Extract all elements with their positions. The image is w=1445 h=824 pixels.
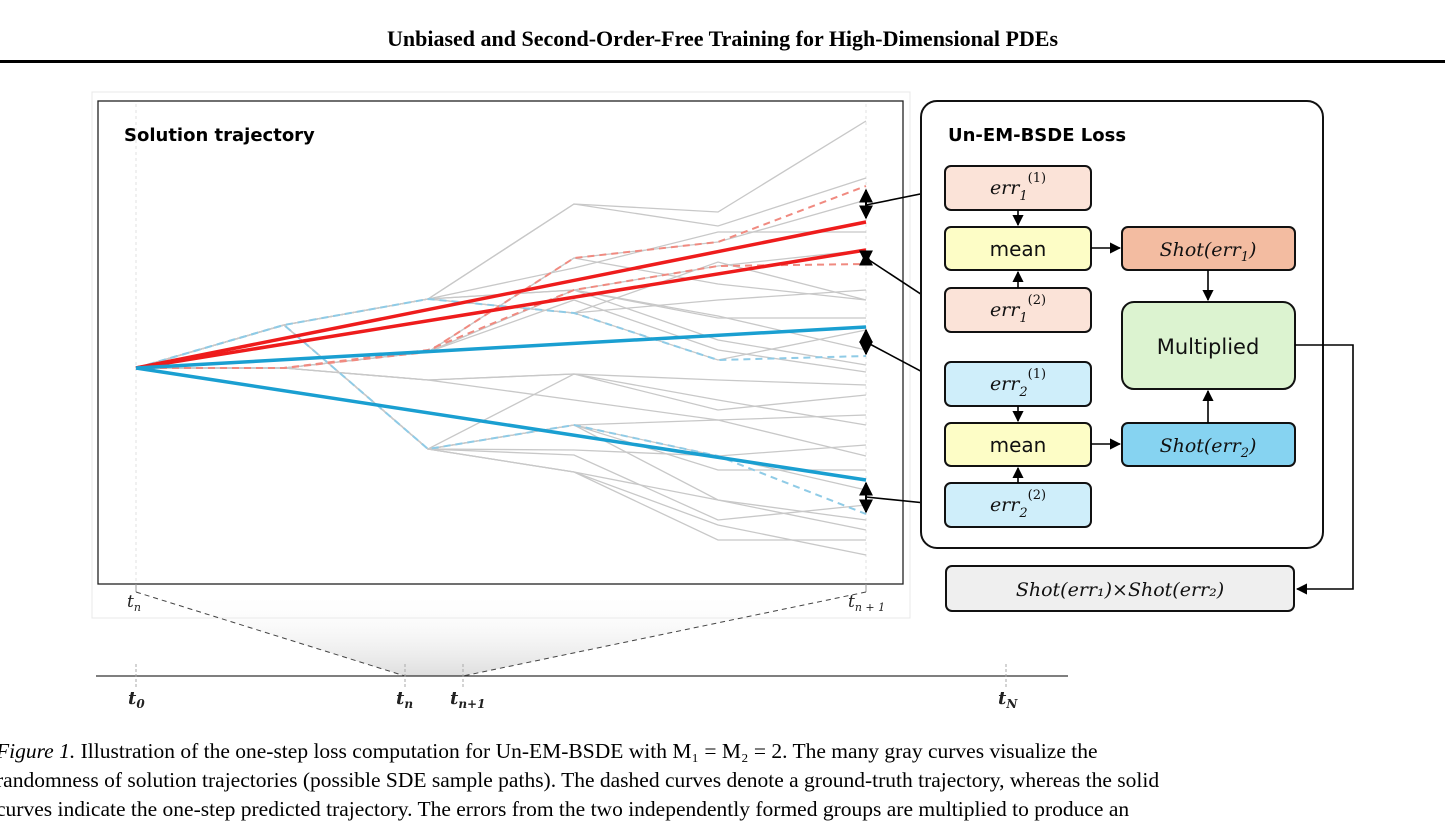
caption-line-2: randomness of solution trajectories (pos…	[0, 768, 1160, 792]
solid-blue-prediction-1	[135, 325, 867, 370]
shot-err1-label: Shot(err1)	[1160, 239, 1257, 265]
timeline-label-tn: tn	[396, 688, 413, 711]
left-panel-frame	[97, 100, 904, 585]
timeline-ticks	[135, 664, 1007, 688]
solid-blue-prediction-2	[135, 366, 867, 482]
mean-2-label: mean	[990, 433, 1047, 457]
flow-arrows	[1012, 210, 1354, 595]
tick-tn-label: tn	[127, 592, 141, 614]
timeline-label-t0: t0	[128, 688, 145, 711]
page-header-title: Unbiased and Second-Order-Free Training …	[386, 26, 1059, 51]
left-panel-title: Solution trajectory	[124, 125, 315, 146]
dashed-ground-truth-paths	[135, 185, 867, 515]
dashed-blue-path-1	[135, 297, 867, 369]
caption-line-3: curves indicate the one-step predicted t…	[0, 797, 1130, 821]
header-rule	[0, 60, 1445, 63]
product-label: Shot(err₁)×Shot(err₂)	[1016, 579, 1224, 601]
zoom-line-left	[135, 591, 406, 677]
solid-red-prediction-2	[135, 248, 867, 370]
arrow-multiplied-to-product	[1295, 344, 1354, 595]
caption-line-1-text: Illustration of the one-step loss comput…	[75, 739, 1098, 763]
product-box	[945, 565, 1295, 612]
shot-err2-label: Shot(err2)	[1160, 435, 1257, 461]
mean-1-label: mean	[990, 237, 1047, 261]
timeline-label-tn1: tn+1	[450, 688, 485, 711]
err1-1-label: err1(1)	[990, 171, 1046, 204]
figure-caption: Figure 1. Illustration of the one-step l…	[0, 737, 1445, 824]
multiplied-label: Multiplied	[1157, 335, 1260, 359]
caption-line-1: Figure 1. Illustration of the one-step l…	[0, 737, 1445, 766]
tick-tn1-label: tn + 1	[848, 592, 885, 614]
dashed-blue-path-2	[135, 323, 867, 515]
figure-1: Solution trajectory tn tn + 1	[91, 91, 1354, 711]
dashed-red-path-2	[136, 263, 867, 369]
caption-figure-label: Figure 1.	[0, 739, 76, 763]
timeline-label-tN: tN	[998, 688, 1018, 711]
loss-panel-title: Un-EM-BSDE Loss	[948, 125, 1126, 146]
zoom-funnel	[136, 592, 866, 676]
err2-2-label: err2(2)	[990, 488, 1046, 521]
solid-red-prediction-1	[135, 220, 867, 370]
err1-2-label: err1(2)	[990, 293, 1046, 326]
gray-sample-path	[135, 324, 867, 531]
err2-1-label: err2(1)	[990, 367, 1046, 400]
zoom-line-right	[462, 591, 867, 677]
